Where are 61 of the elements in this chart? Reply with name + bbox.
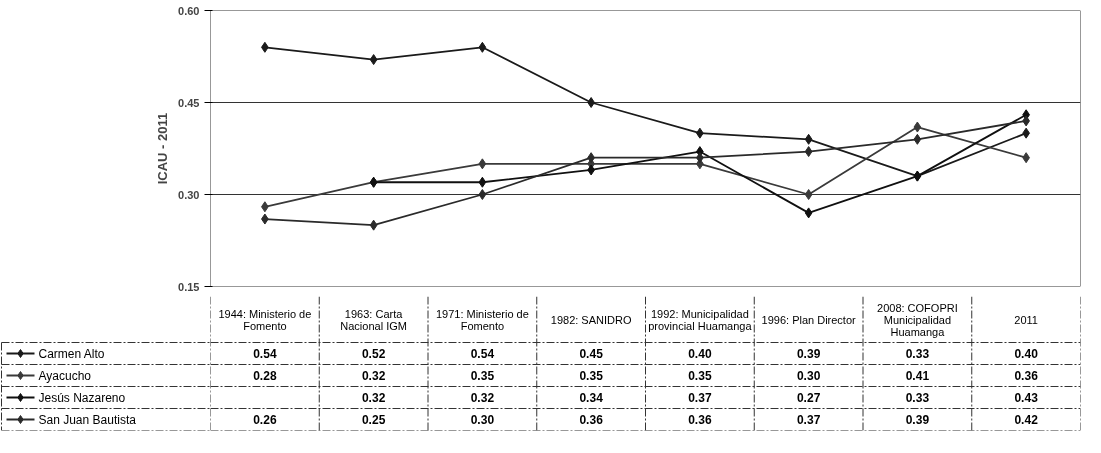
data-label: 0.30 <box>796 369 821 383</box>
point <box>478 41 487 53</box>
x-tick-label: 1971: Ministerio de Fomento <box>435 307 529 332</box>
data-label: 0.43 <box>1014 391 1039 405</box>
data-label: 0.36 <box>579 413 604 427</box>
data-label: 0.35 <box>579 369 604 383</box>
point <box>587 97 595 108</box>
point <box>913 121 922 133</box>
x-tick-label: 1992: Municipalidad provincial Huamanga <box>648 307 753 332</box>
data-label: 0.42 <box>1014 413 1039 427</box>
point <box>804 146 813 158</box>
data-label: 0.54 <box>253 347 277 361</box>
y-tick-label: 0.60 <box>178 4 200 17</box>
x-tick-label: 1944: Ministerio de Fomento <box>218 307 312 332</box>
data-label: 0.40 <box>1014 347 1039 361</box>
data-label: 0.37 <box>796 413 821 427</box>
data-label: 0.32 <box>470 391 495 405</box>
data-label: 0.35 <box>470 369 495 383</box>
point <box>478 176 487 188</box>
x-tick-label: 2008: COFOPRI Municipalidad Huamanga <box>877 301 958 338</box>
point <box>804 207 813 219</box>
y-tick-label: 0.15 <box>178 280 200 293</box>
data-label: 0.28 <box>253 369 277 383</box>
x-tick-label: 2011 <box>1014 313 1038 326</box>
data-label: 0.34 <box>579 391 604 405</box>
data-label: 0.52 <box>361 347 386 361</box>
data-label: 0.36 <box>1014 369 1039 383</box>
data-label: 0.27 <box>796 391 821 405</box>
data-label: 0.30 <box>470 413 495 427</box>
point <box>478 158 487 170</box>
data-label: 0.45 <box>579 347 604 361</box>
x-tick-label: 1996: Plan Director <box>761 313 857 326</box>
data-label: 0.40 <box>688 347 712 361</box>
x-tick-label: 1982: SANIDRO <box>550 313 632 326</box>
data-label: 0.33 <box>905 347 930 361</box>
legend-label: San Juan Bautista <box>38 412 137 427</box>
point <box>369 219 378 231</box>
data-label: 0.39 <box>796 347 821 361</box>
data-label: 0.35 <box>688 369 712 383</box>
legend-label: Jesús Nazareno <box>38 390 126 405</box>
data-label: 0.41 <box>905 369 930 383</box>
data-label: 0.37 <box>688 391 712 405</box>
point <box>369 54 378 66</box>
data-label: 0.32 <box>361 369 386 383</box>
point <box>804 189 813 200</box>
point <box>913 133 922 145</box>
data-label: 0.25 <box>361 413 386 427</box>
legend-label: Carmen Alto <box>38 346 105 361</box>
point <box>478 189 487 200</box>
data-label: 0.26 <box>253 413 277 427</box>
data-label: 0.54 <box>470 347 495 361</box>
point <box>804 133 813 145</box>
data-label: 0.32 <box>361 391 386 405</box>
y-tick-label: 0.30 <box>178 188 200 201</box>
x-tick-label: 1963: Carta Nacional IGM <box>340 307 407 332</box>
legend-label: Ayacucho <box>38 368 92 383</box>
data-label: 0.36 <box>688 413 712 427</box>
data-label: 0.39 <box>905 413 930 427</box>
y-tick-label: 0.45 <box>178 96 200 109</box>
data-label: 0.33 <box>905 391 930 405</box>
y-axis-title: ICAU - 2011 <box>155 112 171 185</box>
